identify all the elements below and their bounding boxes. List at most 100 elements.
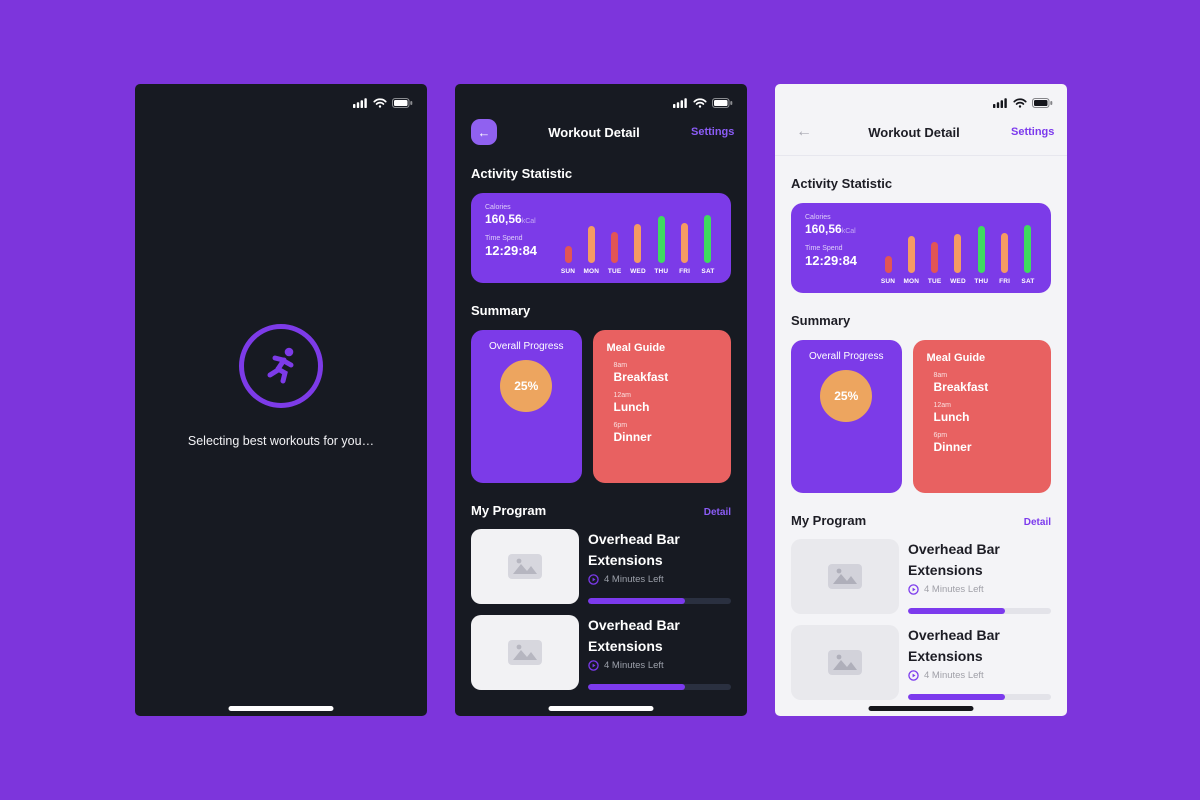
time-spend-stat: Time Spend 12:29:84 <box>805 245 873 268</box>
runner-badge <box>239 324 323 408</box>
progress-donut: 25% <box>820 370 873 422</box>
home-indicator[interactable] <box>548 706 654 711</box>
settings-link[interactable]: Settings <box>1011 126 1055 138</box>
battery-icon <box>392 97 413 108</box>
cellular-signal-icon <box>353 97 367 108</box>
page-title: Workout Detail <box>868 124 960 140</box>
cellular-signal-icon <box>993 97 1007 108</box>
image-placeholder-icon <box>508 554 542 579</box>
program-section-title: My Program <box>791 513 867 528</box>
program-item-meta: 4 Minutes Left <box>588 574 731 585</box>
program-item-meta: 4 Minutes Left <box>908 584 1051 595</box>
overall-progress-card: Overall Progress 25% <box>471 330 582 483</box>
page-title: Workout Detail <box>548 124 640 140</box>
loading-screen: Selecting best workouts for you… <box>135 84 427 716</box>
play-circle-icon <box>588 574 599 585</box>
chart-bar-thu: THU <box>650 215 672 275</box>
progress-fill <box>588 684 686 690</box>
header: ← Workout Detail Settings <box>471 118 735 146</box>
program-item[interactable]: Overhead Bar Extensions 4 Minutes Left <box>471 615 731 690</box>
activity-section-title: Activity Statistic <box>471 166 573 181</box>
time-left-label: 4 Minutes Left <box>604 660 664 671</box>
progress-fill <box>908 694 1006 700</box>
meal-time: 12am <box>933 402 952 409</box>
progress-fill <box>588 598 686 604</box>
calories-unit: kCal <box>841 228 856 235</box>
program-detail-link[interactable]: Detail <box>703 507 731 518</box>
program-item-title: Overhead Bar Extensions <box>908 627 1000 664</box>
calories-stat: Calories 160,56kCal <box>485 204 553 226</box>
program-item-meta: 4 Minutes Left <box>908 670 1051 681</box>
progress-percent: 25% <box>834 389 859 403</box>
play-circle-icon <box>588 660 599 671</box>
workout-detail-screen-dark: ← Workout Detail Settings Activity Stati… <box>455 84 747 716</box>
loading-content: Selecting best workouts for you… <box>135 84 427 716</box>
summary-section-title: Summary <box>791 313 851 328</box>
meal-name: Breakfast <box>613 370 669 384</box>
calories-unit: kCal <box>521 218 536 225</box>
program-item-body: Overhead Bar Extensions 4 Minutes Left <box>908 539 1051 614</box>
meal-guide-title: Meal Guide <box>606 342 666 354</box>
time-spend-stat: Time Spend 12:29:84 <box>485 235 553 258</box>
activity-stats: Calories 160,56kCal Time Spend 12:29:84 <box>805 214 873 285</box>
chart-bar-tue: TUE <box>604 215 626 275</box>
overall-progress-card: Overall Progress 25% <box>791 340 902 493</box>
home-indicator[interactable] <box>868 706 974 711</box>
program-item-title: Overhead Bar Extensions <box>588 617 680 654</box>
chart-bar-wed: WED <box>627 215 649 275</box>
program-item[interactable]: Overhead Bar Extensions 4 Minutes Left <box>471 529 731 604</box>
meal-guide-card: Meal Guide 8am Breakfast 12am Lunch 6pm … <box>592 330 731 483</box>
wifi-icon <box>1013 97 1027 108</box>
image-placeholder-icon <box>828 650 862 675</box>
meal-item: 12am Lunch <box>607 392 718 414</box>
meal-time: 12am <box>613 392 632 399</box>
activity-statistic-card: Calories 160,56kCal Time Spend 12:29:84 … <box>471 193 731 283</box>
meal-time: 6pm <box>933 432 948 439</box>
time-left-label: 4 Minutes Left <box>924 670 984 681</box>
overall-progress-title: Overall Progress <box>489 341 564 352</box>
program-item-body: Overhead Bar Extensions 4 Minutes Left <box>908 625 1051 700</box>
chart-bar-sun: SUN <box>557 215 579 275</box>
image-placeholder-icon <box>828 564 862 589</box>
progress-track <box>908 608 1051 614</box>
meal-item: 8am Breakfast <box>927 372 1038 394</box>
battery-icon <box>712 97 733 108</box>
header: ← Workout Detail Settings <box>791 118 1055 146</box>
progress-track <box>908 694 1051 700</box>
chart-bar-mon: MON <box>580 215 602 275</box>
program-item-body: Overhead Bar Extensions 4 Minutes Left <box>588 615 731 690</box>
meal-name: Dinner <box>933 440 972 454</box>
activity-statistic-card: Calories 160,56kCal Time Spend 12:29:84 … <box>791 203 1051 293</box>
home-indicator[interactable] <box>228 706 334 711</box>
back-button[interactable]: ← <box>471 119 497 145</box>
chart-bar-sat: SAT <box>697 215 719 275</box>
back-button[interactable]: ← <box>791 119 817 145</box>
activity-section-title: Activity Statistic <box>791 176 893 191</box>
calories-label: Calories <box>805 214 831 221</box>
chart-bar-sun: SUN <box>877 225 899 285</box>
progress-percent: 25% <box>514 379 539 393</box>
progress-track <box>588 598 731 604</box>
program-item[interactable]: Overhead Bar Extensions 4 Minutes Left <box>791 625 1051 700</box>
program-header: My Program Detail <box>471 503 731 518</box>
calories-stat: Calories 160,56kCal <box>805 214 873 236</box>
summary-section-title: Summary <box>471 303 531 318</box>
settings-link[interactable]: Settings <box>691 126 735 138</box>
calories-label: Calories <box>485 204 511 211</box>
chart-bar-thu: THU <box>970 225 992 285</box>
wifi-icon <box>373 97 387 108</box>
overall-progress-title: Overall Progress <box>809 351 884 362</box>
status-bar <box>135 84 427 108</box>
time-spend-label: Time Spend <box>805 245 843 252</box>
workout-detail-screen-light: ← Workout Detail Settings Activity Stati… <box>775 84 1067 716</box>
meal-name: Dinner <box>613 430 652 444</box>
chart-bar-sat: SAT <box>1017 225 1039 285</box>
program-item[interactable]: Overhead Bar Extensions 4 Minutes Left <box>791 539 1051 614</box>
meal-item: 6pm Dinner <box>607 422 718 444</box>
activity-bar-chart: SUN MON TUE WED THU FRI SAT <box>553 204 719 275</box>
play-circle-icon <box>908 584 919 595</box>
chart-bar-tue: TUE <box>924 225 946 285</box>
chart-bar-fri: FRI <box>994 225 1016 285</box>
program-detail-link[interactable]: Detail <box>1023 517 1051 528</box>
program-thumbnail <box>471 615 579 690</box>
